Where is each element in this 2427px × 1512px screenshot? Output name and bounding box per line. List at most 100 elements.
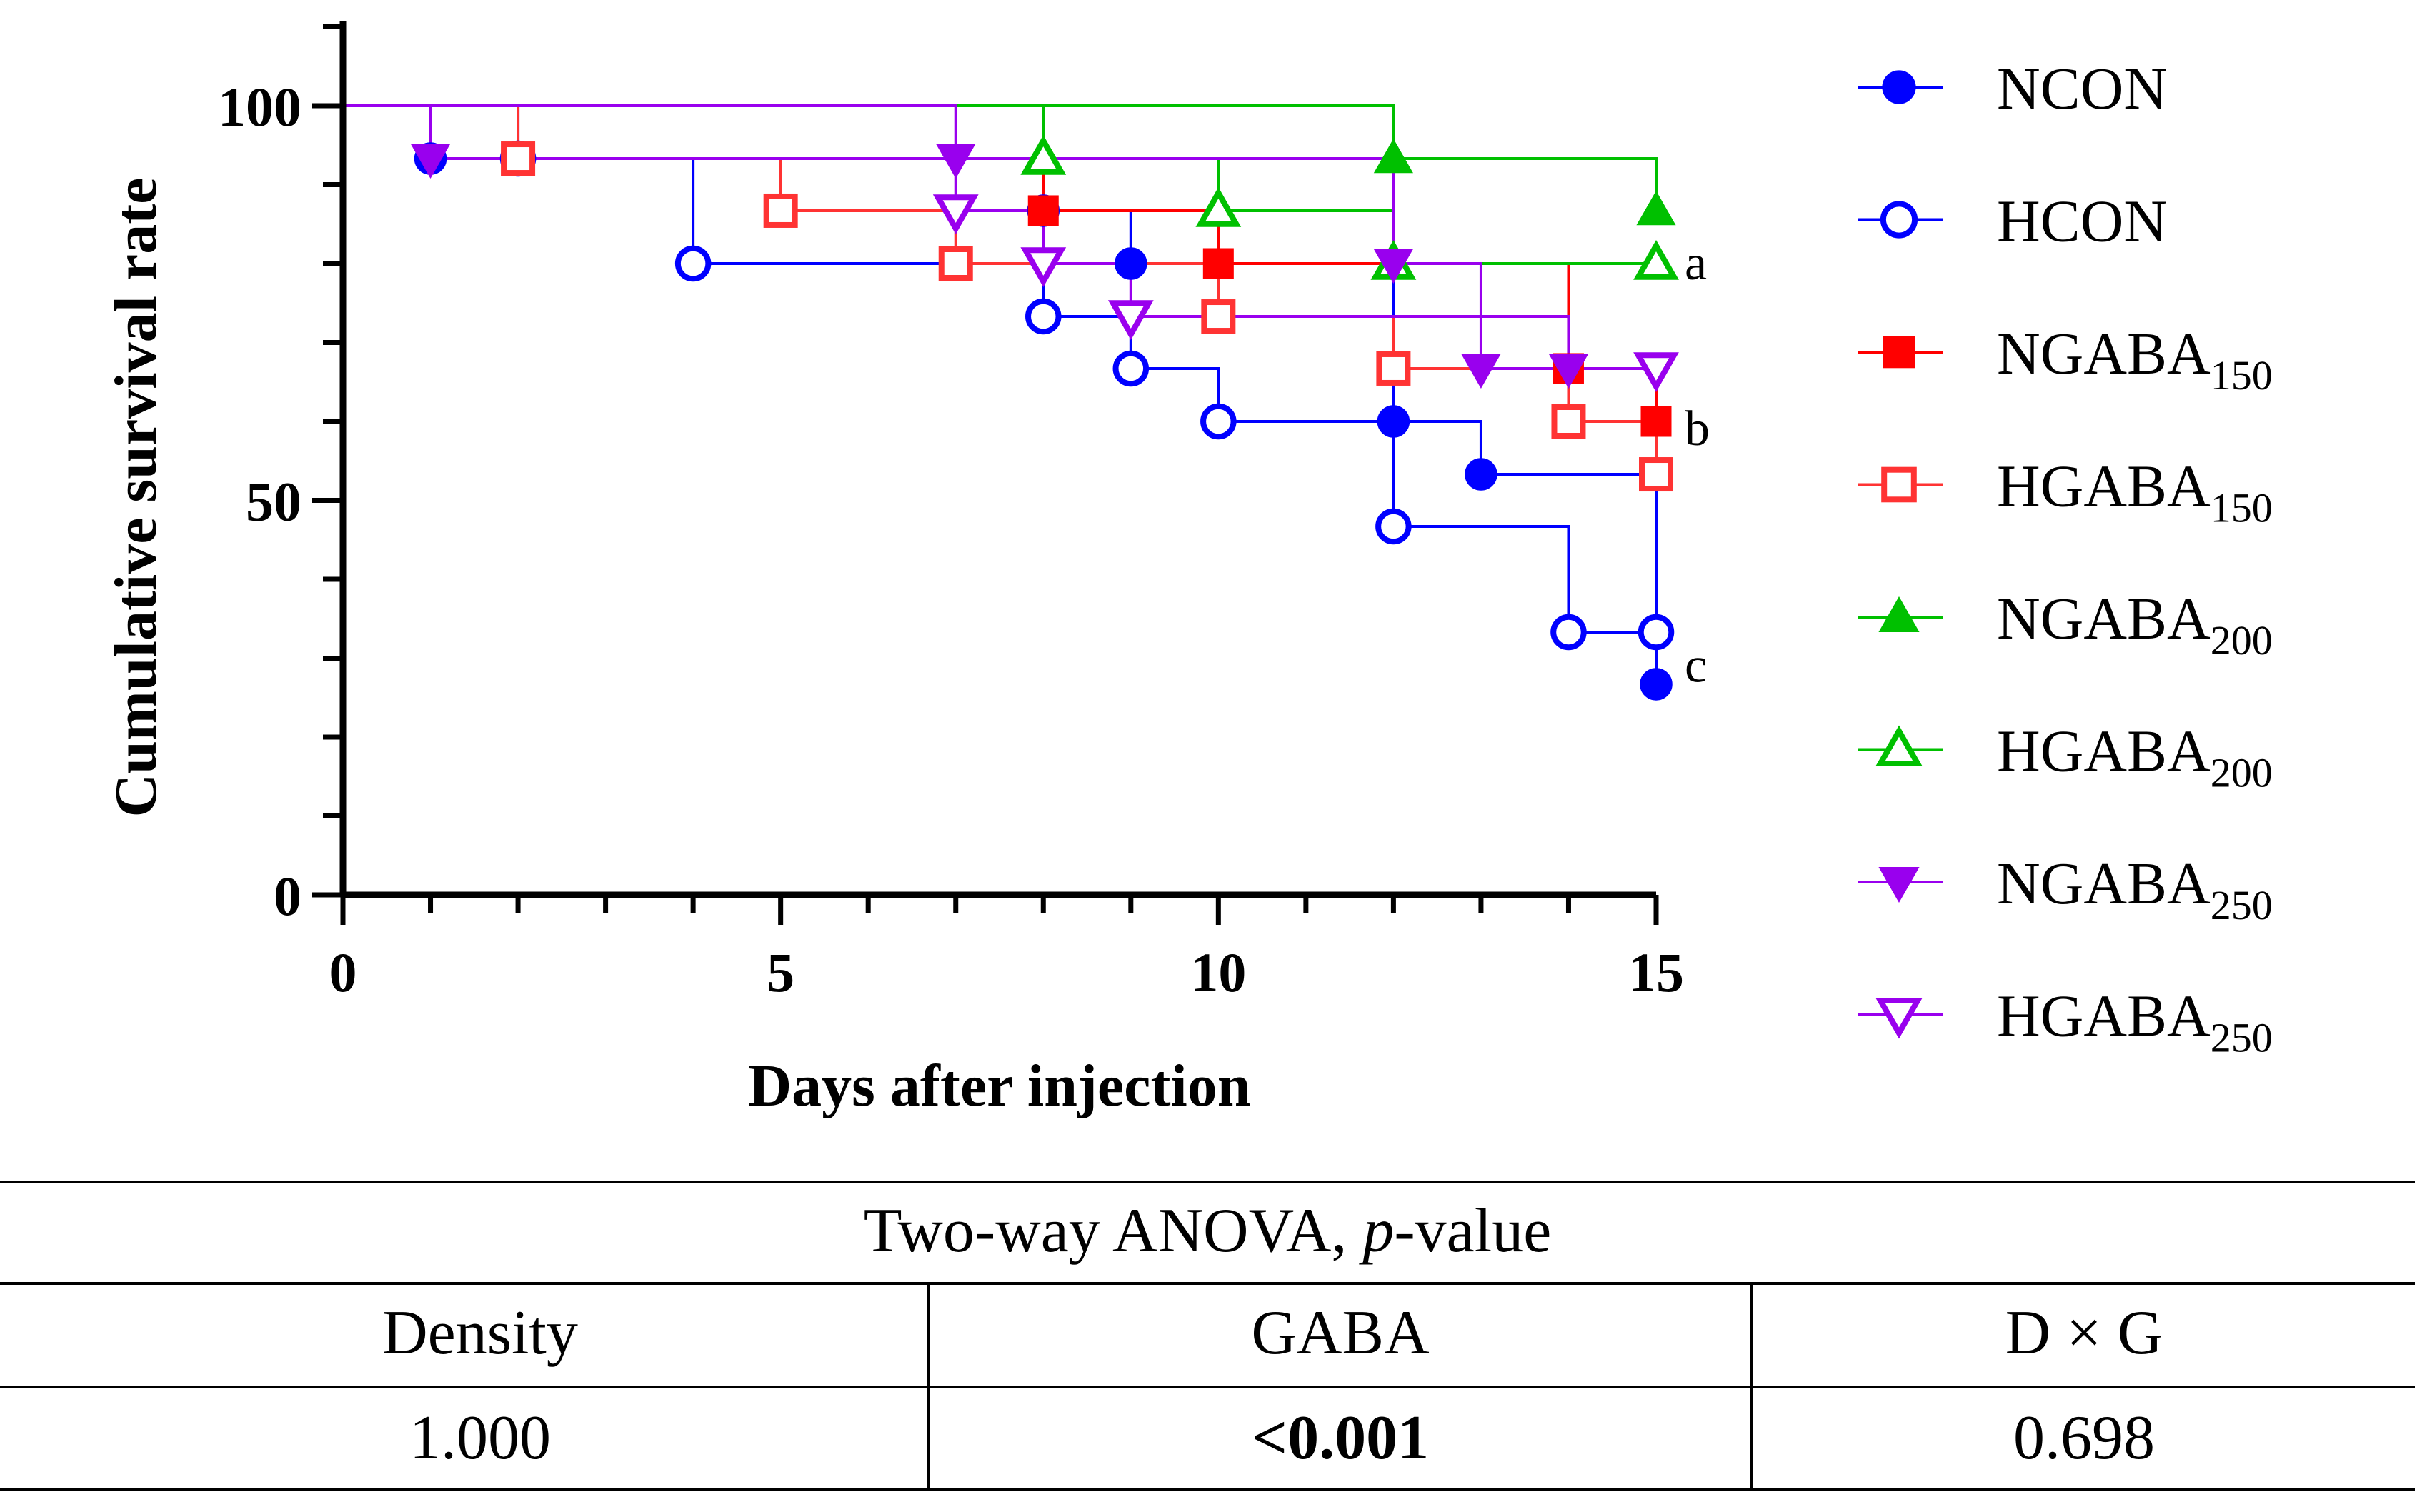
data-point bbox=[1373, 249, 1413, 284]
anova-table: Two-way ANOVA, p-value Density GABA D × … bbox=[0, 1181, 2415, 1491]
legend-swatch-marker bbox=[1875, 998, 1923, 1039]
legend-label: NGABA150 bbox=[1997, 321, 2273, 399]
legend-swatch-marker bbox=[1882, 70, 1916, 104]
table-value-dxg: 0.698 bbox=[2013, 1403, 2155, 1473]
data-point bbox=[1107, 300, 1154, 341]
data-point bbox=[1027, 195, 1059, 226]
data-point bbox=[1373, 139, 1413, 174]
data-point bbox=[1376, 351, 1411, 386]
data-point bbox=[501, 141, 536, 176]
legend-item-ncon: NCON bbox=[1858, 56, 2167, 122]
table-header-dxg: D × G bbox=[2005, 1298, 2163, 1368]
data-point bbox=[936, 144, 976, 179]
legend-label: NGABA200 bbox=[1997, 586, 2273, 664]
survival-chart: a b c 0 5 10 15 0 50 100 Days after injection Cumu… bbox=[103, 21, 2273, 1119]
y-tick-label: 100 bbox=[218, 76, 301, 138]
series-line-ncon bbox=[343, 104, 1658, 684]
legend-swatch-marker bbox=[1875, 725, 1923, 766]
y-tick-label: 0 bbox=[274, 865, 301, 927]
data-point bbox=[1640, 406, 1672, 437]
data-point bbox=[1025, 298, 1062, 335]
x-tick-label: 0 bbox=[329, 941, 357, 1003]
data-point bbox=[1200, 403, 1237, 440]
data-point bbox=[1377, 405, 1410, 438]
series-markers-hgaba150 bbox=[501, 141, 1673, 492]
data-point bbox=[1640, 668, 1673, 701]
x-axis-title: Days after injection bbox=[749, 1053, 1251, 1119]
data-point bbox=[674, 245, 712, 282]
series-line-ngaba250 bbox=[343, 104, 1656, 370]
table-header-gaba: GABA bbox=[1251, 1298, 1429, 1368]
data-point bbox=[410, 144, 451, 179]
series-ngaba250 bbox=[343, 104, 1656, 370]
data-point bbox=[1550, 614, 1587, 651]
data-point bbox=[1202, 248, 1234, 279]
x-tick-label: 5 bbox=[767, 941, 794, 1003]
series-markers-ncon bbox=[414, 142, 1673, 701]
y-axis-title: Cumulative survival rate bbox=[103, 178, 169, 818]
series-hgaba200 bbox=[343, 104, 1656, 265]
legend-item-hgaba200: HGABA200 bbox=[1858, 719, 2273, 796]
data-point bbox=[1375, 508, 1412, 545]
legend-label: HGABA150 bbox=[1997, 454, 2273, 531]
legend-swatch-marker bbox=[1878, 867, 1920, 903]
axes: 0 5 10 15 0 50 100 Days after injection Cumulati… bbox=[103, 21, 1684, 1119]
legend-item-hcon: HCON bbox=[1858, 189, 2167, 255]
legend-label: HGABA200 bbox=[1997, 719, 2273, 796]
legend-swatch-marker bbox=[1878, 596, 1920, 632]
legend-swatch-marker bbox=[1883, 336, 1915, 369]
data-point bbox=[1551, 404, 1586, 439]
legend-label: HCON bbox=[1997, 189, 2167, 255]
data-point bbox=[1115, 247, 1147, 280]
legend-item-ngaba200: NGABA200 bbox=[1858, 586, 2273, 664]
legend-label: NCON bbox=[1997, 56, 2167, 122]
x-tick-label: 15 bbox=[1628, 941, 1684, 1003]
legend: NCON HCON NGABA150 HGABA150 NGABA200 HGABA200… bbox=[1858, 56, 2273, 1061]
x-tick-label: 10 bbox=[1190, 941, 1246, 1003]
series-line-hgaba250 bbox=[343, 104, 1656, 370]
legend-item-ngaba150: NGABA150 bbox=[1858, 321, 2273, 399]
series-markers-hgaba250 bbox=[932, 194, 1679, 393]
data-point bbox=[1195, 186, 1242, 227]
data-point bbox=[1633, 239, 1679, 280]
legend-label: HGABA250 bbox=[1997, 983, 2273, 1061]
series-ncon bbox=[343, 104, 1658, 684]
data-point bbox=[1020, 134, 1067, 175]
legend-item-hgaba150: HGABA150 bbox=[1858, 454, 2273, 531]
table-value-density: 1.000 bbox=[409, 1403, 551, 1473]
data-point bbox=[1112, 350, 1150, 387]
data-point bbox=[1465, 458, 1497, 491]
data-point bbox=[1461, 354, 1501, 389]
data-point bbox=[1201, 299, 1236, 334]
series-line-hgaba150 bbox=[343, 104, 1658, 475]
series-markers-hcon bbox=[499, 140, 1675, 651]
data-point bbox=[938, 246, 973, 281]
data-point bbox=[932, 194, 979, 235]
series-markers-ngaba250 bbox=[410, 144, 1589, 389]
table-title: Two-way ANOVA, p-value bbox=[864, 1196, 1552, 1266]
series-line-hgaba200 bbox=[343, 104, 1656, 265]
series-hgaba150 bbox=[343, 104, 1658, 475]
significance-letter-b: b bbox=[1685, 401, 1710, 456]
legend-label: NGABA250 bbox=[1997, 851, 2273, 928]
data-point bbox=[1020, 247, 1067, 288]
data-point bbox=[1548, 354, 1589, 389]
series-markers-ngaba200 bbox=[1373, 139, 1676, 226]
legend-item-hgaba250: HGABA250 bbox=[1858, 983, 2273, 1061]
plot-area: a b c bbox=[343, 104, 1710, 701]
data-point bbox=[763, 193, 798, 228]
legend-swatch-marker bbox=[1881, 466, 1917, 503]
significance-letter-c: c bbox=[1685, 639, 1707, 694]
data-point bbox=[1633, 352, 1679, 393]
legend-swatch-marker bbox=[1880, 201, 1918, 239]
significance-letter-a: a bbox=[1685, 236, 1707, 291]
table-value-gaba: <0.001 bbox=[1252, 1403, 1429, 1473]
series-hgaba250 bbox=[343, 104, 1656, 370]
legend-item-ngaba250: NGABA250 bbox=[1858, 851, 2273, 928]
table-header-density: Density bbox=[382, 1298, 578, 1368]
data-point bbox=[1639, 457, 1673, 492]
data-point bbox=[1638, 614, 1675, 651]
y-tick-label: 50 bbox=[246, 471, 301, 533]
data-point bbox=[1636, 190, 1676, 226]
